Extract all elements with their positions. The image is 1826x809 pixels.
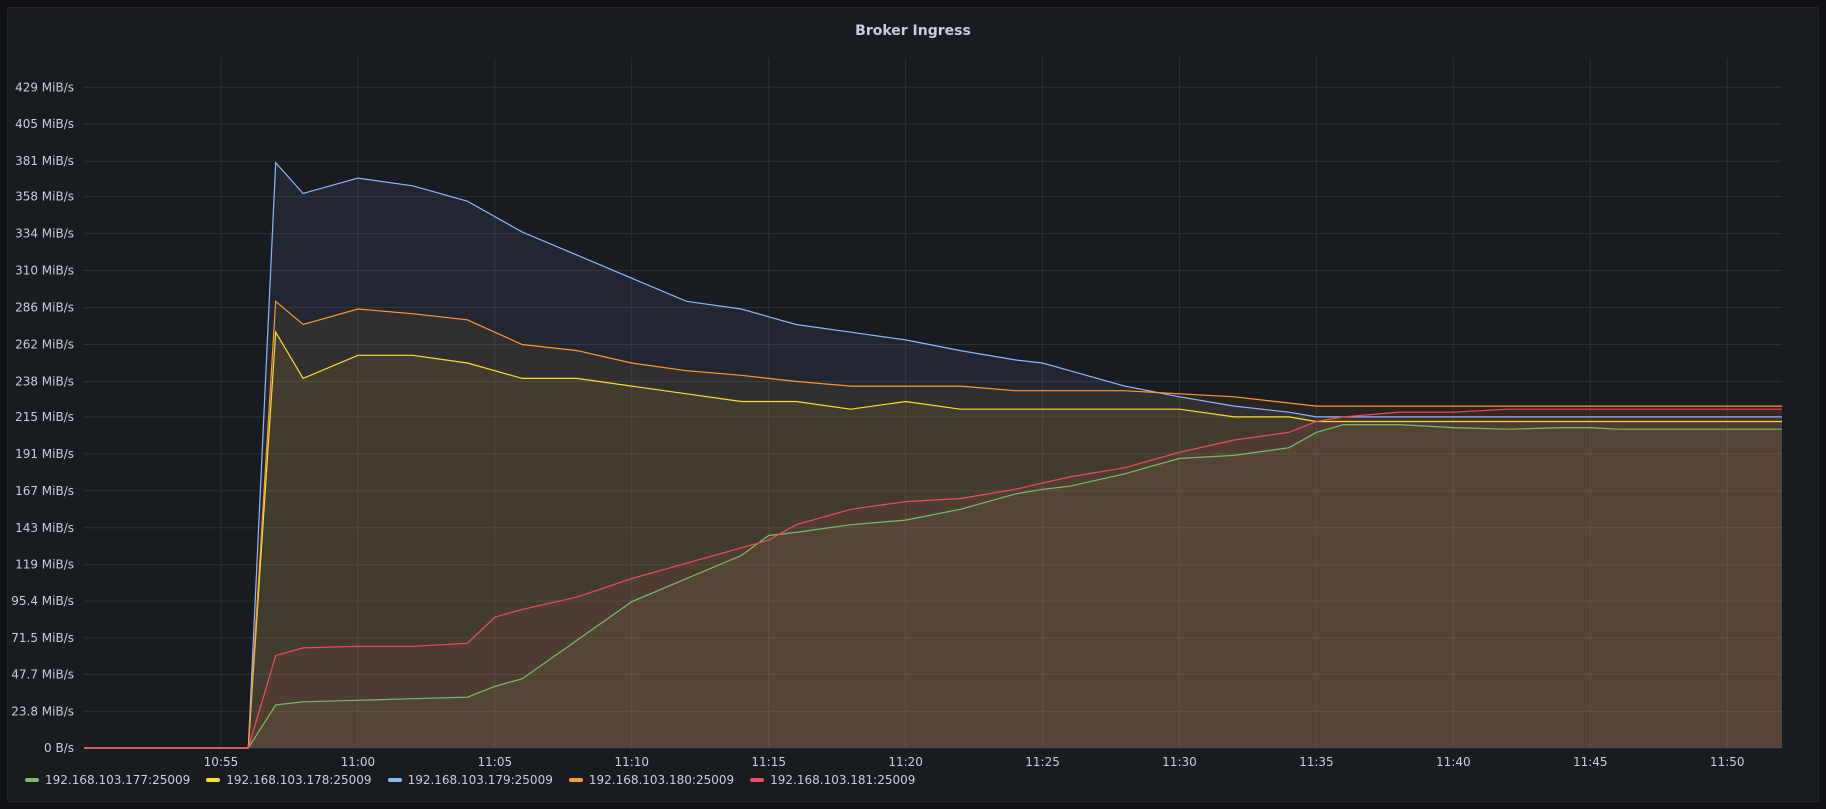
panel-title[interactable]: Broker Ingress [855, 23, 971, 39]
series-line[interactable] [84, 408, 1782, 749]
x-tick-label: 11:40 [1436, 755, 1471, 769]
legend-label: 192.168.103.179:25009 [407, 773, 553, 787]
legend-label: 192.168.103.178:25009 [226, 773, 372, 787]
y-tick-label: 429 MiB/s [15, 80, 74, 94]
series-area [84, 409, 1782, 748]
legend-item[interactable]: 192.168.103.177:25009 [25, 773, 190, 787]
y-tick-label: 95.4 MiB/s [11, 594, 74, 608]
y-axis: 0 B/s 23.8 MiB/s 47.7 MiB/s 71.5 MiB/s 95.4 … [11, 80, 74, 755]
series-fills [84, 162, 1782, 748]
y-tick-label: 191 MiB/s [15, 447, 74, 461]
legend-label: 192.168.103.181:25009 [770, 773, 916, 787]
series-lines [84, 161, 1782, 749]
series-area [84, 424, 1782, 748]
legend-item[interactable]: 192.168.103.178:25009 [206, 773, 372, 787]
legend-swatch [750, 778, 765, 782]
series-area [84, 332, 1782, 748]
x-tick-label: 11:50 [1710, 755, 1745, 769]
y-tick-label: 119 MiB/s [15, 558, 74, 572]
legend-label: 192.168.103.177:25009 [45, 773, 191, 787]
legend-swatch [568, 778, 583, 782]
x-tick-label: 11:45 [1573, 755, 1608, 769]
series-line[interactable] [84, 330, 1782, 749]
y-tick-label: 215 MiB/s [15, 410, 74, 424]
legend-label: 192.168.103.180:25009 [588, 773, 735, 787]
y-tick-label: 334 MiB/s [15, 227, 74, 241]
x-tick-label: 11:25 [1025, 755, 1060, 769]
y-tick-label: 71.5 MiB/s [11, 631, 74, 645]
x-tick-label: 10:55 [204, 755, 239, 769]
y-tick-label: 47.7 MiB/s [11, 668, 74, 682]
series-line[interactable] [84, 424, 1782, 749]
x-tick-label: 11:10 [614, 755, 649, 769]
y-tick-label: 143 MiB/s [15, 521, 74, 535]
x-tick-label: 11:20 [888, 755, 923, 769]
y-tick-label: 167 MiB/s [15, 484, 74, 498]
series-area [84, 162, 1782, 748]
series-line[interactable] [84, 161, 1782, 749]
y-tick-label: 238 MiB/s [15, 374, 74, 388]
legend-item[interactable]: 192.168.103.179:25009 [387, 773, 553, 787]
series-area [84, 301, 1782, 748]
x-tick-label: 11:35 [1299, 755, 1334, 769]
legend-swatch [206, 778, 221, 782]
x-axis: 10:55 11:00 11:05 11:10 11:15 11:20 11:25 11:30… [204, 755, 1745, 769]
legend-swatch [25, 778, 39, 782]
y-tick-label: 0 B/s [44, 741, 74, 755]
x-tick-label: 11:00 [341, 755, 376, 769]
legend-item[interactable]: 192.168.103.181:25009 [750, 773, 915, 787]
grid [84, 58, 1782, 749]
legend-item[interactable]: 192.168.103.180:25009 [568, 773, 735, 787]
y-tick-label: 286 MiB/s [15, 301, 74, 315]
y-tick-label: 358 MiB/s [15, 190, 74, 204]
y-tick-label: 310 MiB/s [15, 264, 74, 278]
chart-panel: Broker Ingress [7, 7, 1819, 802]
legend-swatch [387, 778, 402, 782]
y-tick-label: 23.8 MiB/s [11, 704, 74, 718]
y-tick-label: 262 MiB/s [15, 337, 74, 351]
series-line[interactable] [84, 300, 1782, 749]
y-tick-label: 381 MiB/s [15, 154, 74, 168]
x-tick-label: 11:30 [1162, 755, 1197, 769]
legend: 192.168.103.177:25009 192.168.103.178:250… [25, 773, 915, 787]
x-tick-label: 11:05 [478, 755, 513, 769]
y-tick-label: 405 MiB/s [15, 117, 74, 131]
x-tick-label: 11:15 [751, 755, 786, 769]
